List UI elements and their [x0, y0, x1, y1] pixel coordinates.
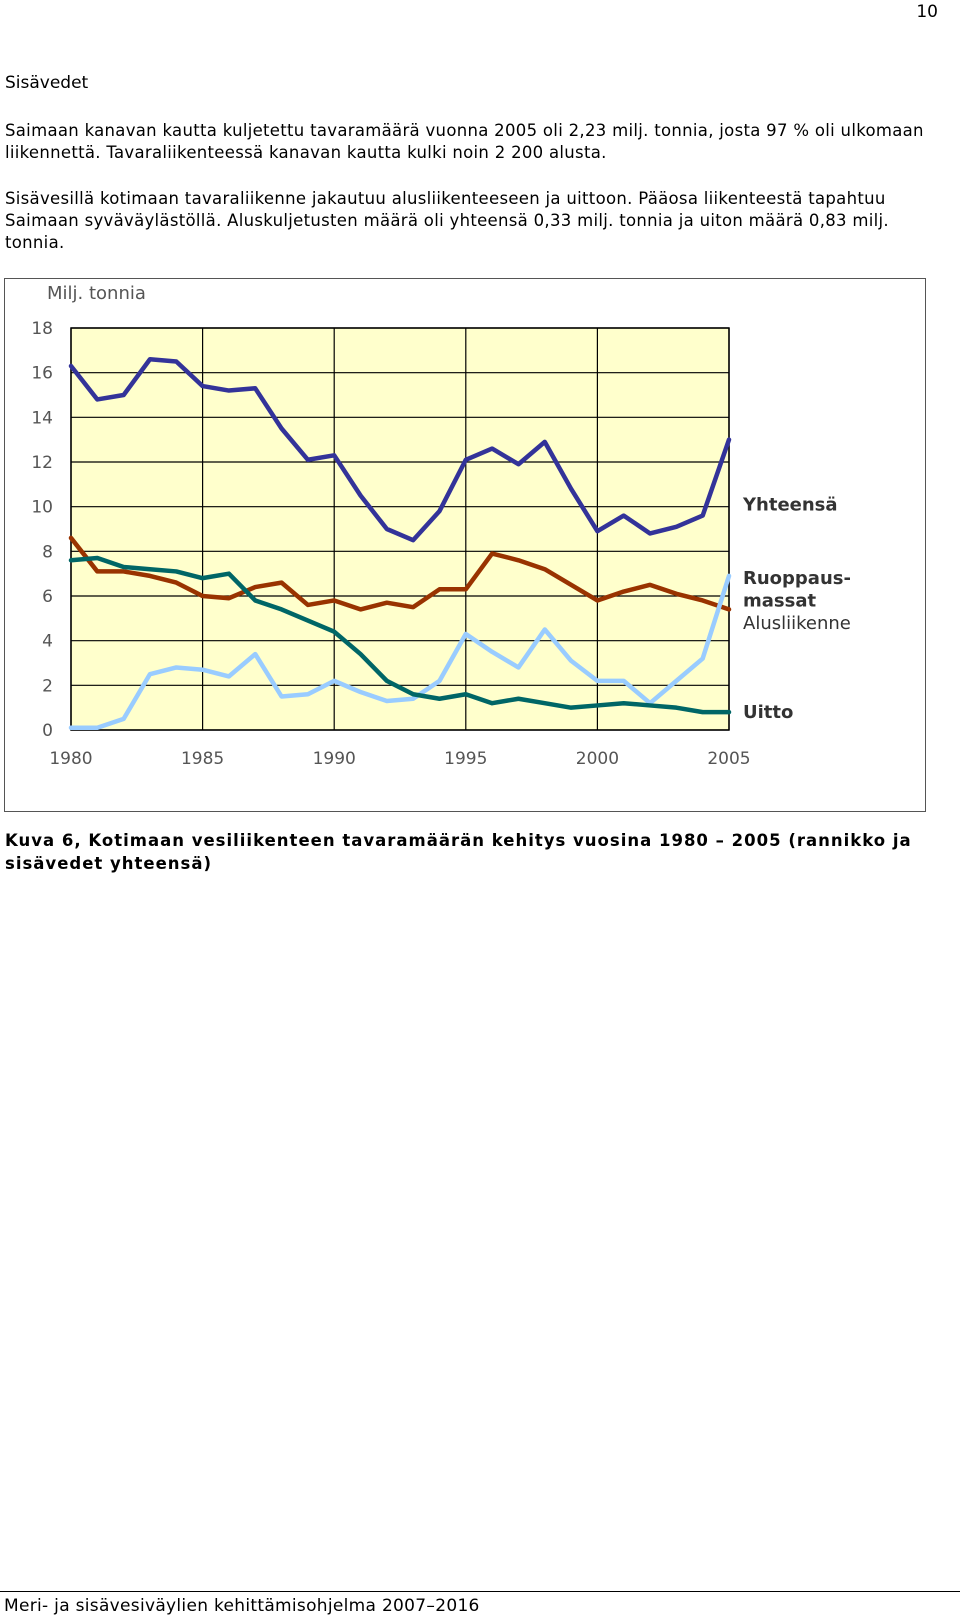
- line-chart: 0 2 4 6 8 10 12 14 16 18 1980 1985 1990 1995 2000 2005 M…: [31, 283, 851, 769]
- footer-text: Meri- ja sisävesiväylien kehittämisohjel…: [4, 1596, 480, 1616]
- axis-layer: 0 2 4 6 8 10 12 14 16 18 1980 1985 1990 1995 2000 2005 M…: [31, 283, 750, 769]
- series-label-ruoppausmassat-2: massat: [743, 590, 816, 611]
- y-axis-title: Milj. tonnia: [47, 283, 146, 304]
- series-label-alusliikenne: Alusliikenne: [743, 613, 851, 634]
- series-layer: [68, 357, 732, 731]
- chart-frame: 0 2 4 6 8 10 12 14 16 18 1980 1985 1990 1995 2000 2005 M…: [4, 278, 926, 812]
- y-tick-label: 12: [31, 453, 53, 473]
- series-label-uitto: Uitto: [743, 702, 793, 723]
- y-tick-label: 16: [31, 364, 53, 384]
- paragraph-1: Saimaan kanavan kautta kuljetettu tavara…: [5, 121, 924, 162]
- series-line-yhteensä: [68, 357, 732, 543]
- paragraph-2: Sisävesillä kotimaan tavaraliikenne jaka…: [5, 189, 889, 252]
- section-heading: Sisävedet: [5, 73, 89, 93]
- x-tick-label: 1990: [313, 749, 356, 769]
- x-tick-label: 2005: [707, 749, 750, 769]
- x-tick-label: 1980: [49, 749, 92, 769]
- gridlines: [70, 327, 730, 731]
- series-line-alusliikenne: [68, 573, 732, 731]
- y-tick-label: 6: [42, 587, 53, 607]
- x-tick-label: 2000: [576, 749, 619, 769]
- y-tick-label: 10: [31, 498, 53, 518]
- y-tick-label: 18: [31, 319, 53, 339]
- series-label-yhteensa: Yhteensä: [742, 495, 838, 516]
- figure-caption: Kuva 6, Kotimaan vesiliikenteen tavaramä…: [5, 831, 912, 873]
- x-tick-label: 1985: [181, 749, 224, 769]
- plot-background: [70, 327, 730, 731]
- series-line-ruoppausmassat: [68, 535, 732, 612]
- y-tick-label: 0: [42, 721, 53, 741]
- y-tick-label: 14: [31, 408, 53, 428]
- series-line-uitto: [68, 555, 732, 715]
- y-tick-label: 8: [42, 542, 53, 562]
- y-tick-label: 4: [42, 632, 53, 652]
- series-label-ruoppausmassat-1: Ruoppaus-: [743, 568, 851, 589]
- footer-rule: [0, 1591, 960, 1592]
- x-tick-label: 1995: [444, 749, 487, 769]
- page-number: 10: [916, 2, 938, 22]
- y-tick-label: 2: [42, 676, 53, 696]
